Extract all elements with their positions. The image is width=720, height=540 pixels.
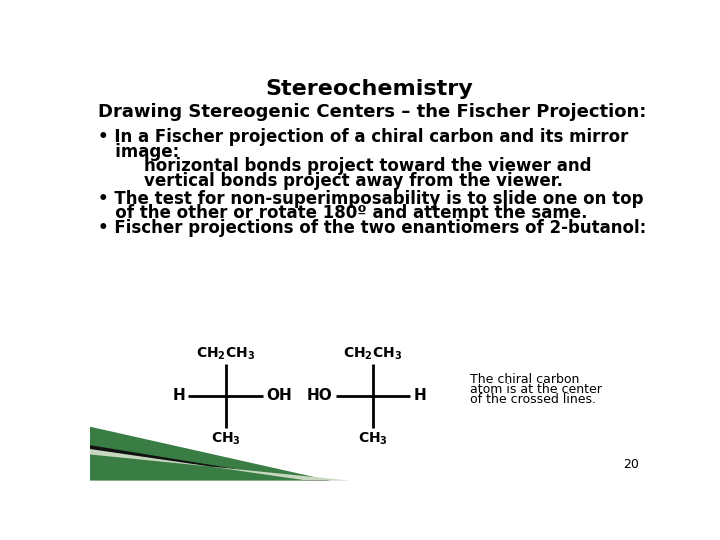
Text: $\mathbf{CH_3}$: $\mathbf{CH_3}$ <box>211 430 240 447</box>
Text: $\mathbf{CH_3}$: $\mathbf{CH_3}$ <box>358 430 388 447</box>
Text: $\mathbf{CH_2CH_3}$: $\mathbf{CH_2CH_3}$ <box>196 346 255 362</box>
Text: atom is at the center: atom is at the center <box>469 383 602 396</box>
Text: OH: OH <box>266 388 292 403</box>
Polygon shape <box>90 445 330 481</box>
Text: vertical bonds project away from the viewer.: vertical bonds project away from the vie… <box>98 172 563 190</box>
Text: • Fischer projections of the two enantiomers of 2-butanol:: • Fischer projections of the two enantio… <box>98 219 646 237</box>
Text: $\mathbf{CH_2CH_3}$: $\mathbf{CH_2CH_3}$ <box>343 346 402 362</box>
Polygon shape <box>90 449 350 481</box>
Polygon shape <box>90 427 330 481</box>
Text: image:: image: <box>98 143 179 160</box>
Text: of the other or rotate 180º and attempt the same.: of the other or rotate 180º and attempt … <box>98 204 588 222</box>
Text: HO: HO <box>307 388 333 403</box>
Text: of the crossed lines.: of the crossed lines. <box>469 393 595 406</box>
Text: H: H <box>173 388 185 403</box>
Text: • In a Fischer projection of a chiral carbon and its mirror: • In a Fischer projection of a chiral ca… <box>98 128 628 146</box>
Text: H: H <box>413 388 426 403</box>
Text: The chiral carbon: The chiral carbon <box>469 373 579 386</box>
Text: • The test for non-superimposability is to slide one on top: • The test for non-superimposability is … <box>98 190 643 207</box>
Text: 20: 20 <box>623 457 639 470</box>
Text: horizontal bonds project toward the viewer and: horizontal bonds project toward the view… <box>98 157 591 175</box>
Text: Stereochemistry: Stereochemistry <box>265 79 473 99</box>
Text: Drawing Stereogenic Centers – the Fischer Projection:: Drawing Stereogenic Centers – the Fische… <box>98 103 646 122</box>
